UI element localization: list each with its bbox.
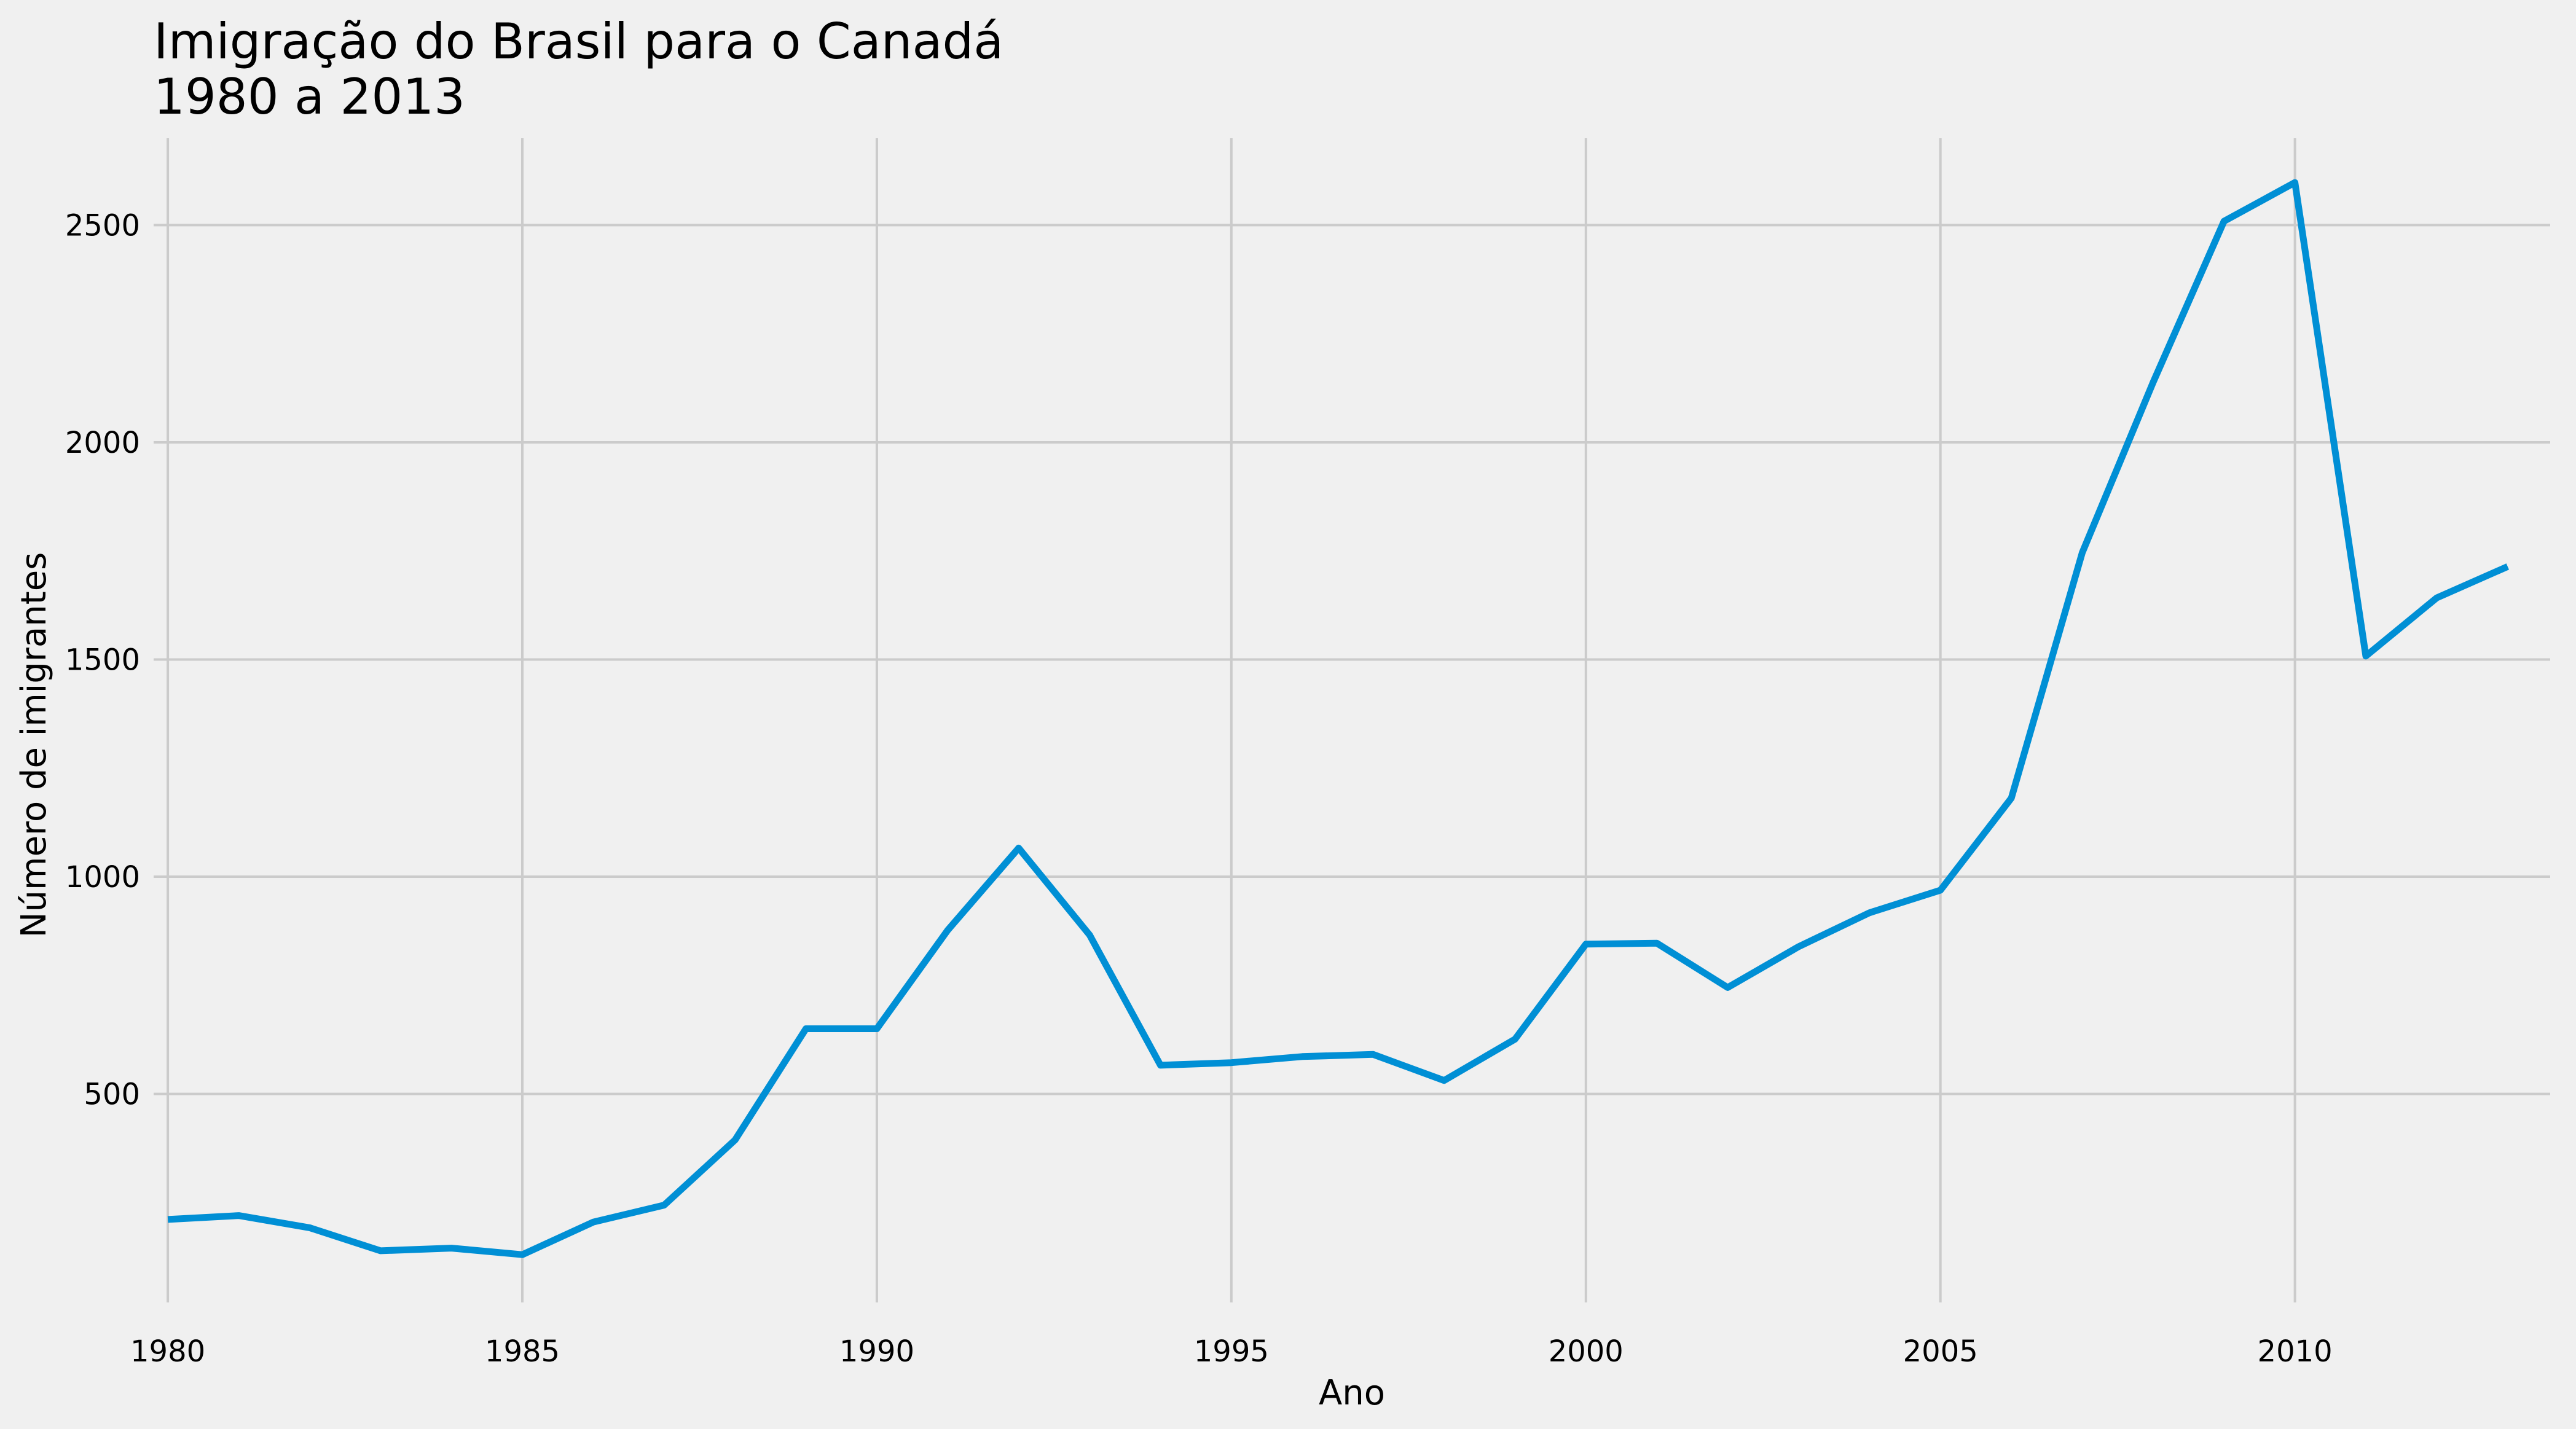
y-tick-label-1000: 1000 bbox=[65, 860, 140, 895]
y-axis-label: Número de imigrantes bbox=[14, 552, 54, 938]
x-axis-label: Ano bbox=[1319, 1373, 1385, 1413]
x-tick-label-2000: 2000 bbox=[1549, 1334, 1624, 1369]
y-tick-label-1500: 1500 bbox=[65, 643, 140, 678]
y-tick-label-2500: 2500 bbox=[65, 208, 140, 243]
series-line-0 bbox=[167, 179, 2510, 1258]
y-gridlines bbox=[154, 224, 2550, 1095]
x-tick-labels: 1980 1985 1990 1995 2000 2005 2010 bbox=[130, 1334, 2333, 1369]
chart-title: Imigração do Brasil para o Canadá bbox=[154, 13, 1004, 70]
y-tick-labels: 500 1000 1500 2000 2500 bbox=[65, 208, 140, 1111]
x-tick-label-1995: 1995 bbox=[1194, 1334, 1269, 1369]
x-tick-label-1985: 1985 bbox=[485, 1334, 560, 1369]
x-tick-label-2005: 2005 bbox=[1903, 1334, 1978, 1369]
x-tick-label-1990: 1990 bbox=[839, 1334, 914, 1369]
chart-subtitle: 1980 a 2013 bbox=[154, 68, 466, 125]
y-tick-label-2000: 2000 bbox=[65, 426, 140, 460]
series-layer bbox=[167, 179, 2510, 1258]
x-tick-label-2010: 2010 bbox=[2258, 1334, 2333, 1369]
y-tick-label-500: 500 bbox=[84, 1078, 140, 1112]
x-tick-label-1980: 1980 bbox=[130, 1334, 205, 1369]
x-gridlines bbox=[167, 138, 2296, 1302]
